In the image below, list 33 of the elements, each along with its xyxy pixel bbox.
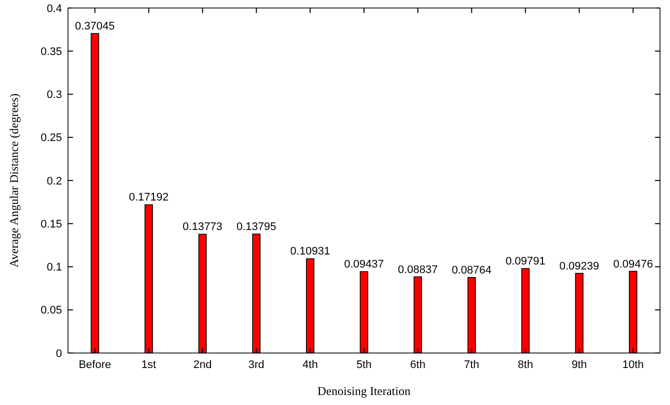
data-label: 0.09437 bbox=[344, 258, 384, 271]
y-tick-label: 0.2 bbox=[46, 175, 62, 188]
data-label: 0.17192 bbox=[128, 192, 169, 204]
x-tick-label: 6th bbox=[410, 359, 426, 371]
y-tick-label: 0.1 bbox=[46, 262, 62, 274]
y-tick-label: 0.3 bbox=[46, 89, 62, 102]
y-tick-label: 0.25 bbox=[40, 132, 62, 144]
data-label: 0.37045 bbox=[75, 20, 115, 32]
data-label: 0.10931 bbox=[290, 246, 330, 258]
data-label: 0.08837 bbox=[398, 264, 438, 276]
y-tick-label: 0.05 bbox=[40, 304, 62, 317]
x-tick-label: 10th bbox=[622, 359, 644, 371]
x-tick-label: 9th bbox=[572, 359, 587, 371]
data-label: 0.13773 bbox=[182, 221, 222, 234]
x-tick-label: Before bbox=[78, 359, 112, 371]
y-tick-label: 0 bbox=[56, 348, 62, 360]
x-axis-title: Denoising Iteration bbox=[318, 384, 410, 398]
data-label: 0.09239 bbox=[559, 260, 600, 272]
x-tick-label: 1st bbox=[141, 359, 156, 371]
y-tick-label: 0.35 bbox=[40, 46, 62, 58]
y-tick-label: 0.4 bbox=[46, 2, 62, 15]
data-label: 0.13795 bbox=[236, 221, 276, 234]
y-axis-title: Average Angular Distance (degrees) bbox=[7, 93, 21, 268]
x-tick-label: 5th bbox=[356, 359, 372, 371]
data-label: 0.09791 bbox=[506, 256, 546, 268]
data-label: 0.09476 bbox=[613, 258, 653, 270]
data-label: 0.08764 bbox=[452, 264, 492, 276]
x-tick-label: 3rd bbox=[248, 359, 264, 371]
x-tick-label: 7th bbox=[464, 359, 480, 371]
y-tick-label: 0.15 bbox=[40, 218, 62, 230]
x-tick-label: 8th bbox=[518, 359, 534, 371]
x-tick-label: 2nd bbox=[193, 359, 212, 371]
x-tick-label: 4th bbox=[302, 359, 318, 371]
